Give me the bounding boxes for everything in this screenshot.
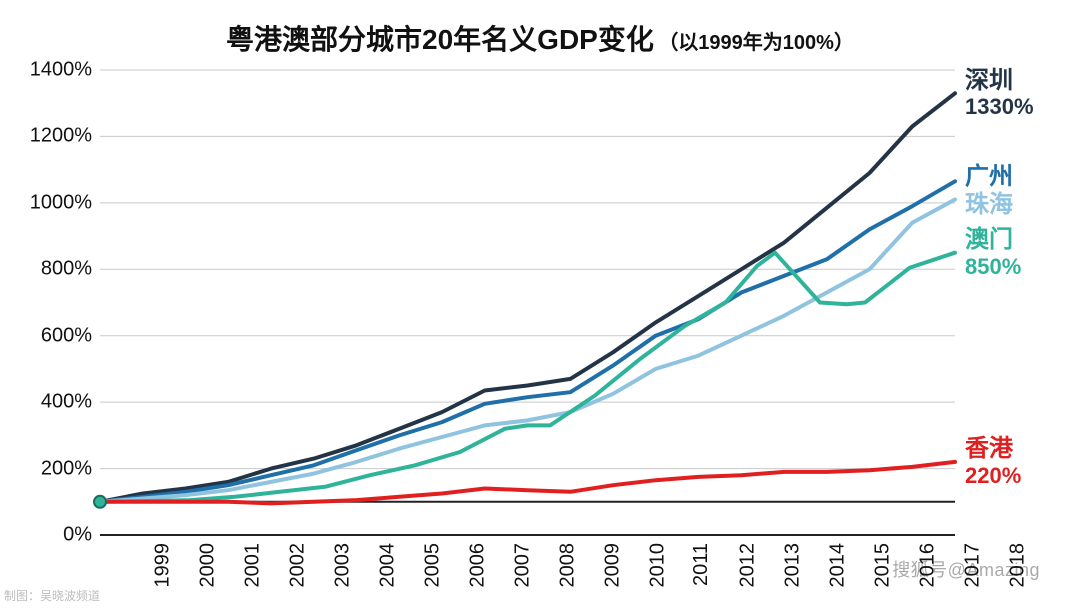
x-tick-label: 2016 [917, 543, 940, 588]
series-end-label: 深圳1330% [965, 67, 1034, 120]
series-end-value: 220% [965, 463, 1021, 488]
x-tick-label: 2012 [737, 543, 760, 588]
y-tick-label: 1200% [20, 125, 92, 148]
y-tick-label: 1400% [20, 59, 92, 82]
series-end-value: 1330% [965, 94, 1034, 119]
x-tick-label: 2009 [602, 543, 625, 588]
series-name: 深圳 [965, 67, 1034, 95]
y-tick-label: 200% [20, 457, 92, 480]
x-tick-label: 2004 [377, 543, 400, 588]
x-tick-label: 2005 [422, 543, 445, 588]
gdp-line-chart [100, 70, 955, 535]
start-marker [94, 496, 106, 508]
series-name: 香港 [965, 435, 1021, 463]
series-end-label: 珠海 [965, 191, 1013, 219]
series-end-value: 850% [965, 254, 1021, 279]
x-tick-label: 2015 [872, 543, 895, 588]
x-tick-label: 2007 [512, 543, 535, 588]
credit-text: 制图：吴晓波频道 [4, 587, 100, 604]
x-tick-label: 2008 [557, 543, 580, 588]
y-tick-label: 400% [20, 391, 92, 414]
x-tick-label: 2001 [242, 543, 265, 588]
x-tick-label: 2000 [197, 543, 220, 588]
x-tick-label: 2017 [962, 543, 985, 588]
chart-title: 粤港澳部分城市20年名义GDP变化 （以1999年为100%） [0, 18, 1080, 58]
title-sub: （以1999年为100%） [658, 32, 854, 54]
x-tick-label: 2013 [782, 543, 805, 588]
title-main: 粤港澳部分城市20年名义GDP变化 [226, 24, 654, 55]
series-line-广州 [100, 181, 955, 502]
y-tick-label: 800% [20, 258, 92, 281]
x-tick-label: 1999 [152, 543, 175, 588]
y-tick-label: 600% [20, 324, 92, 347]
x-tick-label: 2006 [467, 543, 490, 588]
x-tick-label: 2018 [1007, 543, 1030, 588]
series-line-澳门 [100, 253, 955, 502]
y-tick-label: 1000% [20, 191, 92, 214]
series-end-label: 澳门850% [965, 226, 1021, 279]
series-name: 澳门 [965, 226, 1021, 254]
x-tick-label: 2003 [332, 543, 355, 588]
x-tick-label: 2002 [287, 543, 310, 588]
x-tick-label: 2014 [827, 543, 850, 588]
series-line-深圳 [100, 93, 955, 502]
series-name: 珠海 [965, 191, 1013, 219]
x-tick-label: 2010 [647, 543, 670, 588]
x-tick-label: 2011 [690, 543, 713, 586]
series-end-label: 香港220% [965, 435, 1021, 488]
series-end-label: 广州 [965, 163, 1013, 191]
y-tick-label: 0% [20, 524, 92, 547]
series-name: 广州 [965, 163, 1013, 191]
series-line-珠海 [100, 200, 955, 502]
